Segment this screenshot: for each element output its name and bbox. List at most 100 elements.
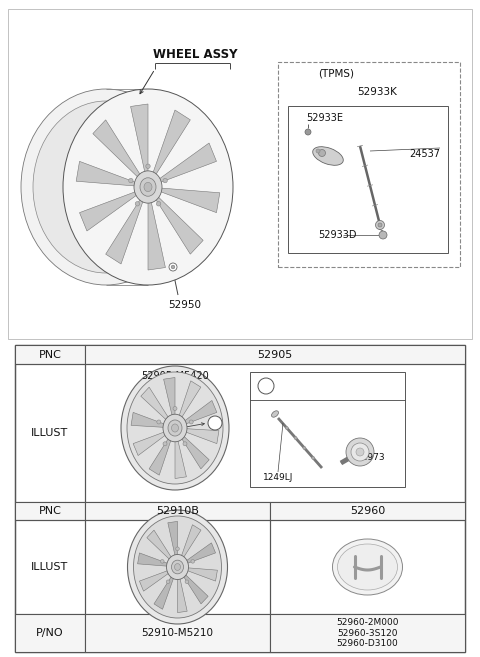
Circle shape	[185, 580, 189, 583]
Text: 52933E: 52933E	[306, 113, 343, 123]
Ellipse shape	[312, 147, 343, 166]
Bar	[15, 345, 465, 652]
Ellipse shape	[140, 178, 156, 196]
Circle shape	[312, 457, 315, 459]
Ellipse shape	[133, 516, 221, 618]
Bar	[8, 9, 472, 339]
Text: 52905: 52905	[257, 350, 293, 359]
Polygon shape	[147, 530, 172, 560]
Ellipse shape	[171, 424, 179, 432]
Ellipse shape	[33, 101, 179, 273]
Circle shape	[191, 560, 194, 563]
Polygon shape	[185, 428, 219, 443]
Circle shape	[135, 202, 140, 206]
Polygon shape	[181, 436, 209, 469]
Circle shape	[356, 448, 364, 456]
Polygon shape	[149, 438, 171, 475]
Text: 52973: 52973	[356, 453, 385, 463]
Polygon shape	[168, 522, 178, 556]
Bar	[15, 502, 85, 520]
Text: 24537: 24537	[409, 149, 440, 159]
Polygon shape	[141, 387, 168, 420]
Bar	[15, 520, 85, 614]
Circle shape	[146, 164, 150, 168]
Text: ILLUST: ILLUST	[31, 428, 69, 438]
Text: P/NO: P/NO	[36, 628, 64, 638]
Bar	[270, 520, 465, 614]
Polygon shape	[159, 188, 220, 213]
Polygon shape	[181, 525, 201, 558]
Text: 52950: 52950	[168, 300, 202, 310]
Bar	[85, 614, 270, 652]
Circle shape	[305, 129, 311, 135]
Text: a: a	[212, 419, 218, 428]
Bar	[15, 345, 85, 364]
Circle shape	[189, 420, 193, 424]
Circle shape	[183, 442, 187, 446]
Text: PNC: PNC	[38, 350, 61, 359]
Circle shape	[176, 547, 180, 551]
Ellipse shape	[134, 171, 162, 203]
Circle shape	[171, 265, 175, 269]
Bar	[85, 345, 465, 364]
Ellipse shape	[272, 411, 278, 417]
Circle shape	[208, 416, 222, 430]
Polygon shape	[184, 401, 217, 424]
Ellipse shape	[128, 510, 228, 624]
Polygon shape	[133, 432, 166, 455]
Circle shape	[378, 223, 382, 227]
Polygon shape	[175, 440, 186, 478]
Circle shape	[319, 150, 325, 156]
Polygon shape	[131, 413, 165, 427]
Bar	[270, 502, 465, 520]
Text: a: a	[263, 381, 269, 391]
Text: 52933D: 52933D	[318, 230, 357, 240]
Text: PNC: PNC	[38, 506, 61, 516]
Circle shape	[157, 420, 161, 424]
Text: 52933K: 52933K	[357, 87, 397, 97]
Text: 52960-2M000
52960-3S120
52960-D3100: 52960-2M000 52960-3S120 52960-D3100	[336, 618, 399, 648]
Ellipse shape	[121, 366, 229, 490]
Circle shape	[163, 442, 167, 446]
Polygon shape	[138, 553, 168, 566]
Polygon shape	[76, 162, 137, 186]
Ellipse shape	[63, 89, 233, 285]
Circle shape	[351, 443, 369, 461]
Circle shape	[294, 436, 297, 440]
Polygon shape	[148, 200, 166, 270]
Bar	[85, 364, 465, 502]
Bar	[15, 364, 85, 502]
Ellipse shape	[163, 414, 187, 442]
Circle shape	[156, 202, 161, 206]
Circle shape	[375, 221, 384, 229]
Text: 52910-M5210: 52910-M5210	[142, 628, 214, 638]
Polygon shape	[178, 578, 187, 612]
Ellipse shape	[127, 372, 223, 484]
Polygon shape	[131, 104, 148, 173]
Polygon shape	[140, 570, 169, 591]
Bar	[250, 372, 405, 487]
Text: 1249LJ: 1249LJ	[263, 474, 293, 482]
Polygon shape	[80, 191, 138, 231]
Bar	[278, 62, 460, 267]
Ellipse shape	[337, 544, 397, 590]
Polygon shape	[93, 120, 141, 178]
Text: 52910B: 52910B	[156, 506, 199, 516]
Text: (TPMS): (TPMS)	[318, 69, 354, 79]
Polygon shape	[158, 143, 216, 183]
Polygon shape	[154, 576, 174, 609]
Ellipse shape	[21, 89, 191, 285]
Ellipse shape	[175, 564, 180, 570]
Text: ILLUST: ILLUST	[31, 562, 69, 572]
Polygon shape	[106, 198, 144, 264]
Bar	[85, 520, 270, 614]
Text: 52960: 52960	[350, 506, 385, 516]
Bar	[288, 106, 448, 253]
Ellipse shape	[333, 539, 403, 595]
Circle shape	[163, 179, 168, 183]
Circle shape	[285, 426, 288, 430]
Bar	[15, 614, 85, 652]
Polygon shape	[186, 543, 216, 564]
Circle shape	[160, 560, 164, 563]
Bar	[270, 614, 465, 652]
